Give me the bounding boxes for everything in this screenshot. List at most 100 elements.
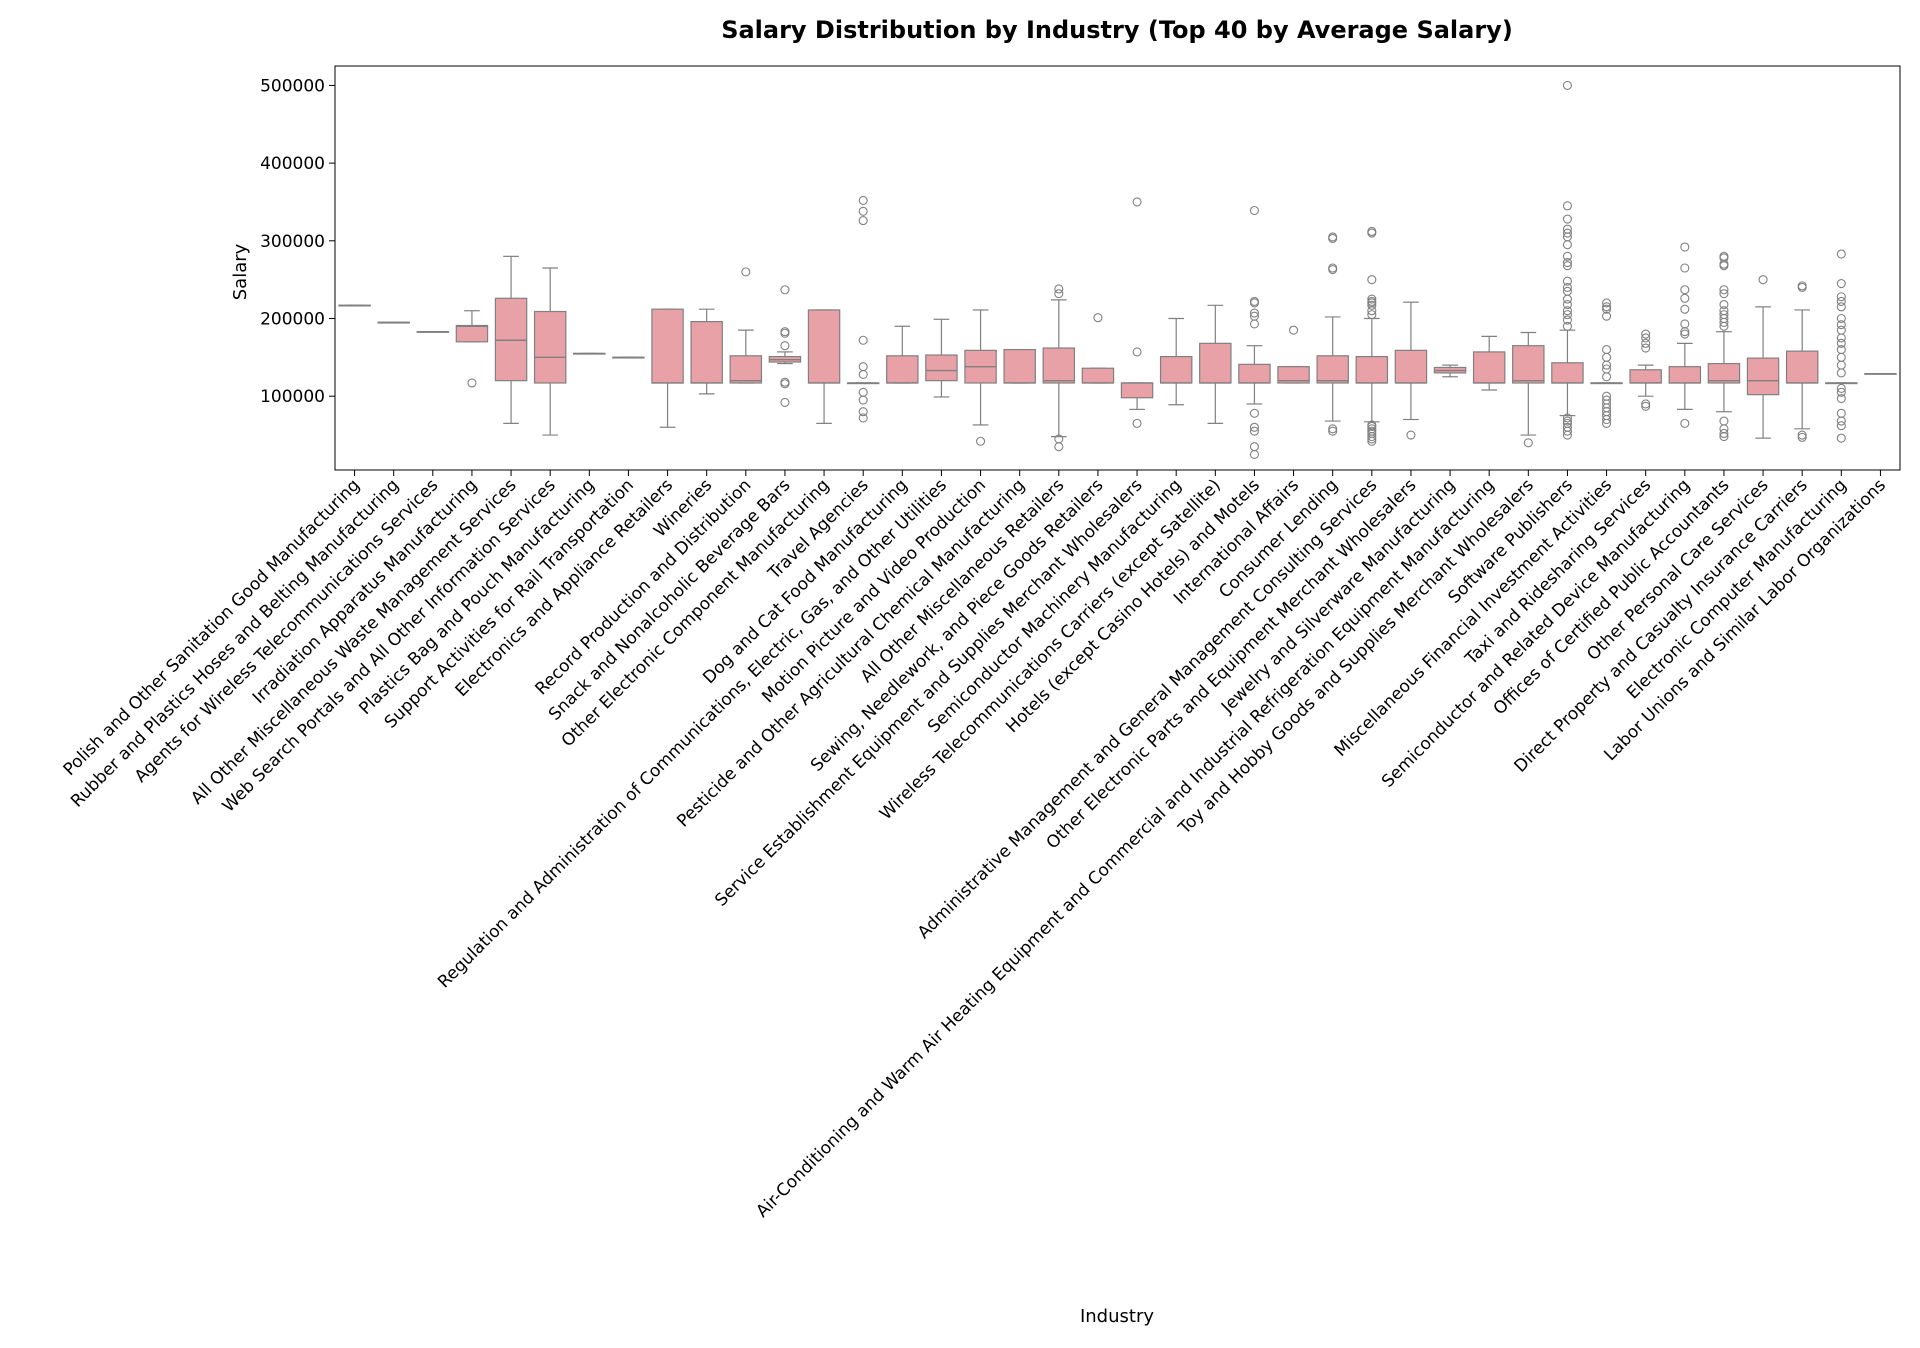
outlier-point xyxy=(1680,285,1690,295)
box xyxy=(925,354,958,382)
outlier-point xyxy=(1328,233,1338,244)
outlier-point xyxy=(1719,261,1729,271)
outlier-point xyxy=(1054,442,1064,452)
box-group xyxy=(1864,372,1897,375)
outlier-point xyxy=(1641,343,1651,353)
outlier-point xyxy=(1641,338,1651,348)
box xyxy=(1629,369,1662,384)
outlier-point xyxy=(1602,352,1612,362)
box-group xyxy=(1120,197,1154,428)
box xyxy=(1746,357,1780,396)
box xyxy=(1472,351,1506,384)
outlier-point xyxy=(1562,276,1572,286)
outlier-point xyxy=(1054,284,1064,294)
outlier-point xyxy=(1562,416,1572,426)
outlier-point xyxy=(1836,408,1846,418)
y-tick-label: 500000 xyxy=(260,76,325,96)
outlier-point xyxy=(1367,275,1377,285)
outlier-point xyxy=(1054,289,1064,299)
outlier-point xyxy=(1836,338,1846,348)
outlier-point xyxy=(1249,298,1259,308)
box-group xyxy=(846,195,880,423)
outlier-point xyxy=(1602,418,1612,428)
outlier-point xyxy=(1132,418,1142,428)
outlier-point xyxy=(1562,214,1572,224)
outlier-point xyxy=(1249,205,1259,216)
box-group xyxy=(1159,317,1193,406)
box xyxy=(1042,347,1076,384)
box xyxy=(690,321,723,384)
box xyxy=(1355,355,1389,384)
outlier-point xyxy=(858,387,868,397)
box-group xyxy=(1629,329,1662,411)
box-group xyxy=(1199,304,1232,424)
box-group xyxy=(1316,232,1349,436)
box xyxy=(494,297,528,382)
outlier-point xyxy=(1602,360,1612,370)
outlier-point xyxy=(1836,302,1846,312)
outlier-point xyxy=(1719,416,1729,426)
box-group xyxy=(925,318,958,398)
box-group xyxy=(1825,249,1858,443)
outlier-point xyxy=(1562,201,1572,211)
outlier-point xyxy=(1602,311,1612,321)
box-group xyxy=(1472,335,1506,391)
outlier-point xyxy=(1680,304,1690,314)
outlier-point xyxy=(1562,261,1572,271)
box-group xyxy=(964,309,997,446)
x-axis-label: Industry xyxy=(1080,1306,1154,1327)
box-group xyxy=(1277,325,1310,384)
box xyxy=(455,324,489,343)
outlier-point xyxy=(1680,293,1690,303)
outlier-point xyxy=(1836,416,1846,426)
outlier-point xyxy=(1093,313,1103,323)
outlier-point xyxy=(858,206,868,216)
outlier-point xyxy=(1367,310,1377,320)
outlier-point xyxy=(858,369,868,379)
outlier-point xyxy=(1836,320,1846,330)
box-group xyxy=(573,352,606,355)
box xyxy=(1551,362,1584,384)
outlier-point xyxy=(858,395,868,405)
outlier-point xyxy=(1562,310,1572,320)
outlier-point xyxy=(1249,319,1259,329)
box xyxy=(886,355,919,384)
y-axis-label: Salary xyxy=(230,243,251,300)
outlier-point xyxy=(1836,345,1846,355)
outlier-point xyxy=(1562,258,1572,268)
outlier-point xyxy=(1719,428,1729,439)
box xyxy=(1394,349,1428,384)
outlier-point xyxy=(1641,399,1651,409)
outlier-point xyxy=(1562,80,1572,90)
outlier-point xyxy=(1680,263,1690,273)
outlier-point xyxy=(1836,278,1846,289)
outlier-point xyxy=(1719,289,1729,299)
outlier-point xyxy=(1562,430,1572,440)
box xyxy=(651,308,684,384)
outlier-point xyxy=(1719,285,1729,295)
outlier-point xyxy=(1836,352,1846,362)
box-group xyxy=(651,308,684,428)
outlier-point xyxy=(1797,432,1807,442)
box-group xyxy=(768,285,802,407)
outlier-point xyxy=(1836,325,1846,335)
box-group xyxy=(1042,284,1076,452)
outlier-point xyxy=(1562,321,1572,331)
outlier-point xyxy=(1641,329,1651,339)
outlier-point xyxy=(1602,345,1612,355)
outlier-point xyxy=(780,397,790,407)
outlier-point xyxy=(780,285,790,295)
y-tick-label: 400000 xyxy=(260,154,325,174)
plot-frame xyxy=(334,65,1901,471)
box xyxy=(1003,348,1036,384)
outlier-point xyxy=(1562,240,1572,250)
outlier-point xyxy=(1562,426,1572,436)
box-group xyxy=(729,267,763,384)
box-group xyxy=(1746,275,1780,439)
outlier-point xyxy=(1249,308,1259,318)
outlier-point xyxy=(467,378,477,388)
outlier-point xyxy=(1836,360,1846,370)
outlier-point xyxy=(1249,422,1259,432)
